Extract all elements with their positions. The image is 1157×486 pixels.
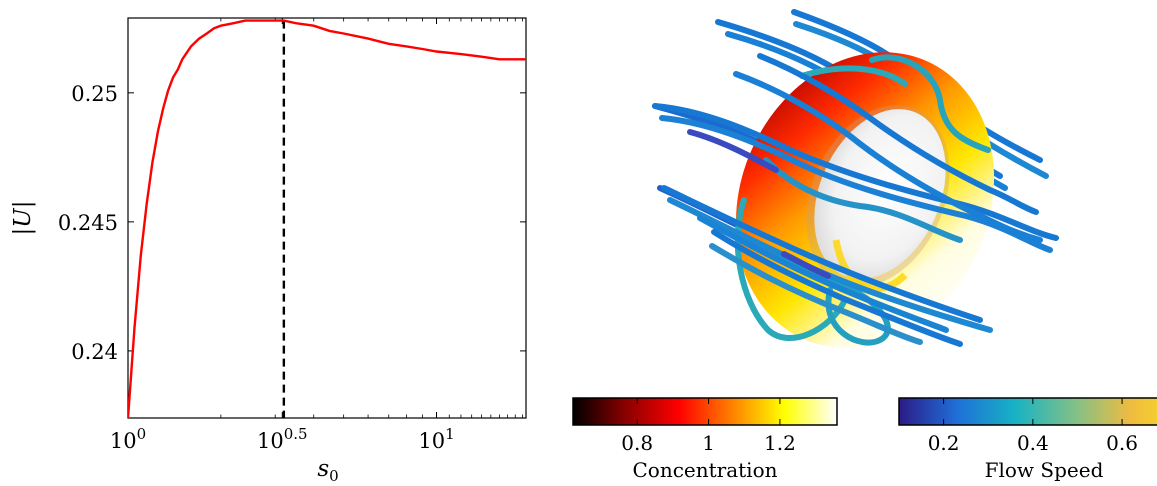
- y-tick-label: 0.24: [71, 340, 118, 364]
- torus-scene: [652, 9, 1059, 348]
- y-tick-label: 0.245: [58, 211, 118, 235]
- streamline: [733, 71, 1043, 243]
- colorbar-tick-label: 1: [702, 431, 715, 455]
- y-ticks: 0.24 0.245 0.25: [58, 82, 526, 364]
- colorbar-tick-label: 0.2: [928, 431, 960, 455]
- colorbar-tick-label: 0.6: [1106, 431, 1138, 455]
- streamlines-front: [652, 53, 1059, 347]
- streamline-ring: [763, 157, 963, 243]
- streamline-ring: [869, 54, 991, 153]
- colorbar-tick-label: 1.2: [764, 431, 796, 455]
- streamline: [757, 53, 1039, 215]
- x-tick-label: 100: [110, 425, 146, 453]
- colorbar-concentration: 0.8 1 1.2 Concentration: [572, 397, 838, 482]
- streamline-ring: [799, 65, 908, 87]
- streamline: [711, 229, 963, 347]
- colorbar-flow-speed-bar: [898, 397, 1157, 426]
- x-axis-label: s0: [317, 456, 338, 485]
- colorbar-flow-speed-label: Flow Speed: [985, 458, 1104, 482]
- y-axis-label: |U|: [10, 201, 36, 236]
- streamline-dark: [781, 251, 831, 279]
- colorbar-concentration-bar: [572, 397, 838, 426]
- streamline: [709, 243, 923, 345]
- x-ticks: 100 100.5 101: [110, 18, 523, 453]
- series-line: [128, 19, 526, 418]
- x-tick-label: 100.5: [257, 425, 308, 453]
- line-chart: 100 100.5 101 0.24 0.245 0.25 s0 |U|: [10, 17, 527, 485]
- streamline: [697, 215, 949, 333]
- y-tick-label: 0.25: [71, 82, 118, 106]
- colorbar-tick-label: 0.4: [1017, 431, 1049, 455]
- colorbar-concentration-ticks: 0.8 1 1.2: [621, 398, 796, 455]
- streamline: [661, 185, 983, 323]
- streamline-dark: [687, 129, 779, 173]
- colorbar-concentration-label: Concentration: [632, 458, 777, 482]
- colorbar-tick-label: 0.8: [621, 431, 653, 455]
- colorbar-flow-speed: 0.2 0.4 0.6 Flow Speed: [898, 397, 1157, 482]
- streamline: [652, 103, 1059, 241]
- plot-frame: [127, 17, 527, 419]
- x-tick-label: 101: [418, 425, 454, 453]
- colorbar-flow-speed-ticks: 0.2 0.4 0.6: [928, 398, 1138, 455]
